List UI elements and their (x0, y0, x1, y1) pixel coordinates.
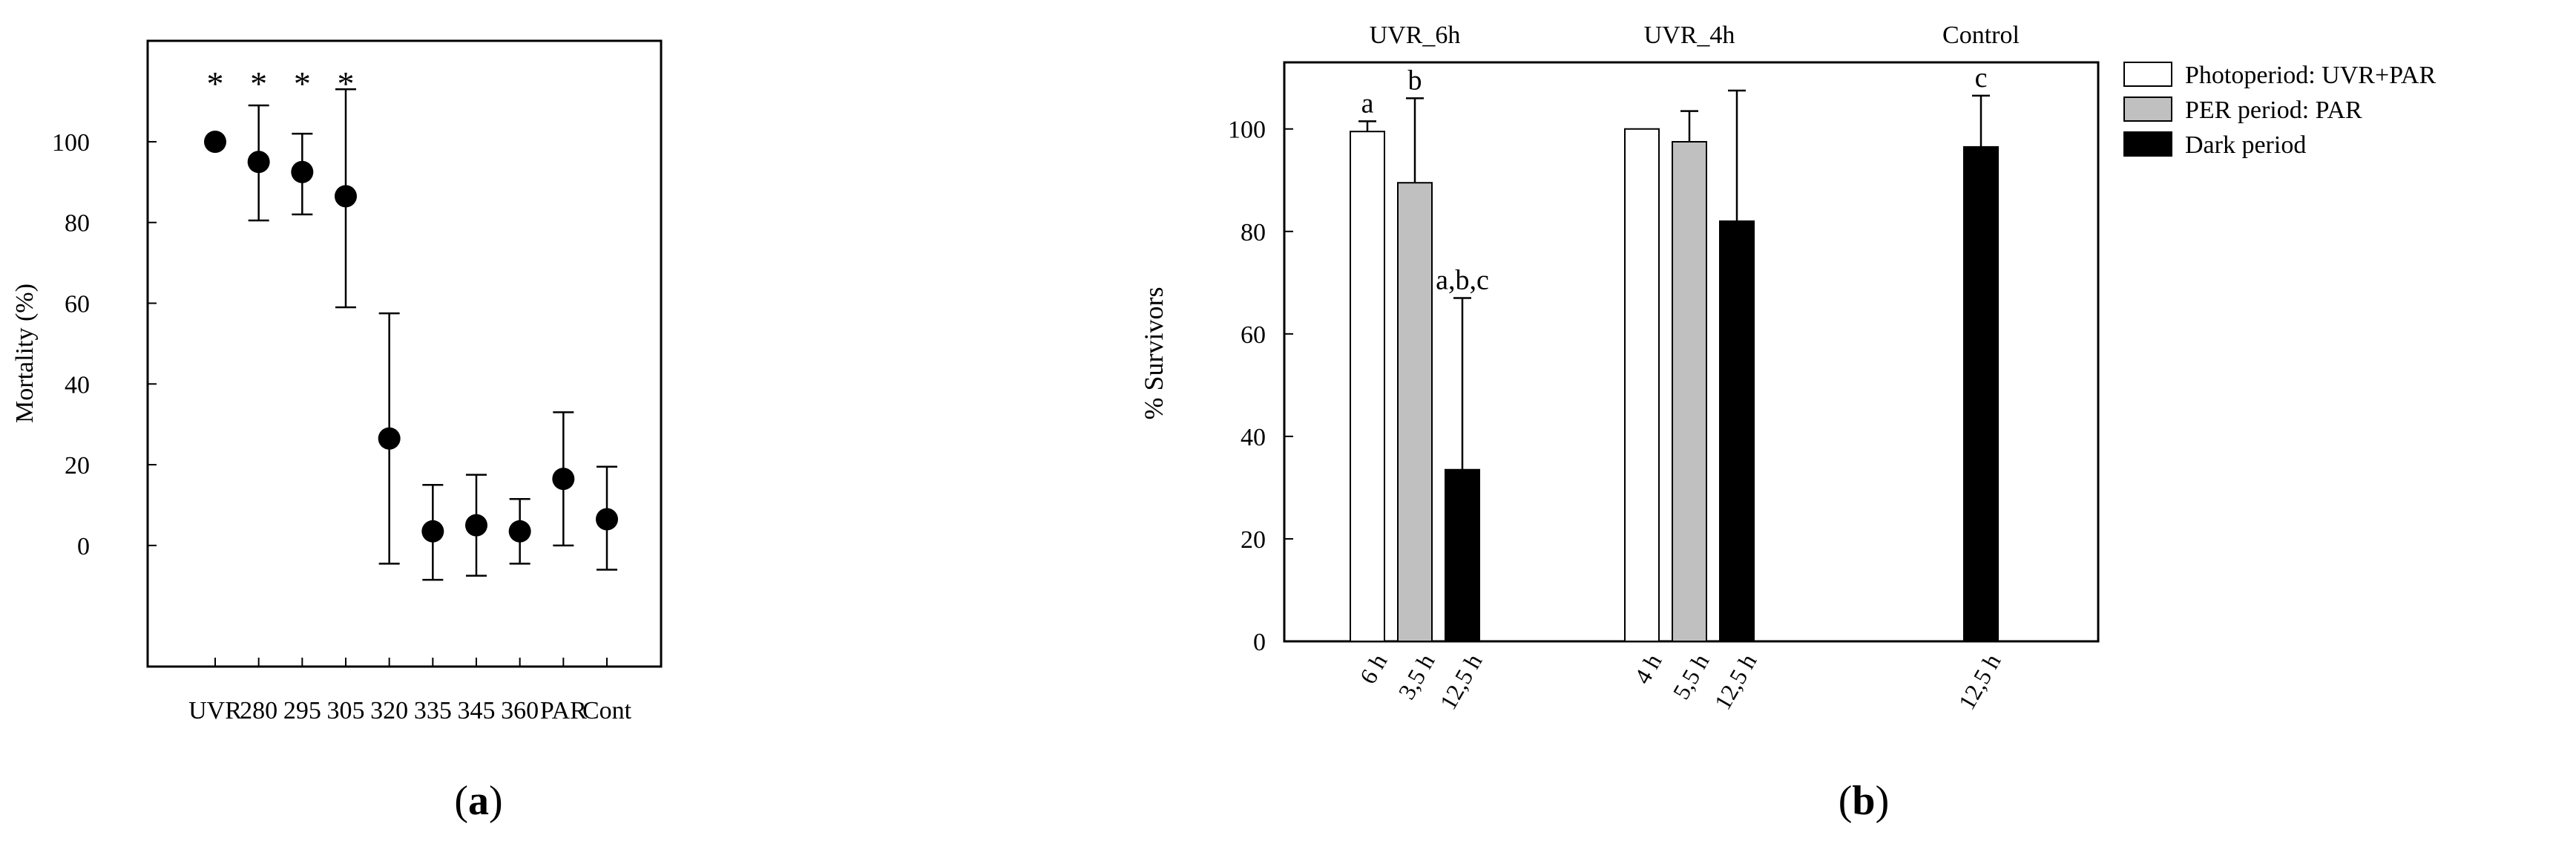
panel-a-data-point (465, 514, 487, 537)
panel-a-significance-marker: * (207, 65, 224, 102)
panel-b-y-tick-label: 0 (1253, 629, 1266, 656)
panel-b-bar-annotation: c (1975, 62, 1988, 94)
panel-b-y-tick-label: 60 (1241, 321, 1266, 349)
panel-b-y-tick-label: 40 (1241, 424, 1266, 451)
panel-a-significance-marker: * (294, 65, 311, 102)
panel-a-y-tick-label: 0 (77, 533, 90, 560)
panel-b-bar (1445, 468, 1480, 642)
panel-a-plot-frame (146, 39, 663, 668)
panel-a-x-tick-label: 295 (283, 697, 321, 724)
panel-a-x-tick-label: 345 (458, 697, 496, 724)
panel-b-bar-annotation: a (1361, 88, 1374, 119)
panel-a-data-point (291, 160, 314, 183)
panel-a-data-points: * * * * (204, 65, 618, 581)
panel-a-data-point (247, 151, 270, 174)
panel-b-bar (1397, 182, 1433, 642)
panel-b-legend: Photoperiod: UVR+PAR PER period: PAR Dark … (2123, 62, 2436, 159)
panel-a-x-tick-label: 360 (501, 697, 539, 724)
panel-b-legend-swatch (2123, 62, 2172, 87)
panel-b-x-tick-label: 12,5 h (1709, 649, 1761, 714)
panel-b-bar (1350, 131, 1385, 642)
panel-a-data-point (508, 520, 531, 543)
panel-a-data-point (378, 427, 401, 450)
panel-a-significance-marker: * (250, 65, 267, 102)
panel-a-x-tick-label: 335 (414, 697, 452, 724)
panel-a-x-tick-label: Cont (582, 697, 632, 724)
panel-a-y-ticks: 0 20 40 60 80 100 (52, 129, 157, 560)
panel-a-x-tick-label: PAR (540, 697, 587, 724)
panel-b-x-tick-label: 4 h (1629, 649, 1666, 689)
panel-b-group-title: Control (1942, 22, 2020, 49)
panel-b-group-titles: UVR_6h UVR_4h Control (1370, 22, 2020, 49)
panel-b-bar (1672, 140, 1707, 642)
panel-a-data-point (204, 130, 226, 153)
panel-a-y-tick-label: 80 (65, 210, 90, 238)
panel-b-x-tick-label: 5,5 h (1667, 649, 1714, 704)
panel-b-x-tick-label: 6 h (1354, 649, 1392, 689)
panel-b-y-tick-label: 100 (1228, 117, 1266, 144)
panel-a-data-point (421, 520, 444, 543)
panel-b-bar (1963, 145, 1999, 642)
panel-b-x-tick-label: 12,5 h (1434, 649, 1487, 714)
panel-a-y-axis-label: Mortality (%) (11, 284, 39, 423)
panel-b-legend-label: PER period: PAR (2185, 96, 2362, 124)
panel-b-y-ticks: 0 20 40 60 80 100 (1228, 117, 1293, 656)
panel-b-group-title: UVR_6h (1370, 22, 1461, 49)
panel-a-x-tick-label: 305 (327, 697, 365, 724)
panel-b-legend-label: Dark period (2185, 131, 2306, 159)
panel-b-bar (1624, 128, 1660, 643)
panel-a-caption: (a) (454, 778, 502, 824)
panel-b-bar-annotation: a,b,c (1436, 265, 1489, 296)
panel-a-x-tick-label: 280 (240, 697, 277, 724)
panel-a-y-tick-label: 60 (65, 291, 90, 318)
panel-a-y-tick-label: 100 (52, 129, 90, 157)
panel-a-significance-marker: * (338, 65, 355, 102)
panel-a-data-point (552, 468, 575, 491)
panel-b-x-tick-label: 12,5 h (1953, 649, 2005, 714)
panel-b-bar-annotation: b (1408, 65, 1422, 96)
panel-b-y-tick-label: 20 (1241, 526, 1266, 554)
panel-b-y-axis-label: % Survivors (1139, 287, 1169, 420)
panel-a-data-point (596, 508, 618, 531)
panel-b-x-tick-label: 3,5 h (1393, 649, 1439, 704)
panel-a-data-point (335, 185, 357, 208)
panel-a-y-tick-label: 40 (65, 371, 90, 399)
panel-b-group-title: UVR_4h (1644, 22, 1735, 49)
panel-a-x-tick-label: UVR (188, 697, 242, 724)
panel-b-y-tick-label: 80 (1241, 219, 1266, 246)
panel-b-legend-swatch (2123, 96, 2172, 122)
panel-a-x-tick-label: 320 (370, 697, 408, 724)
panel-b-legend-label: Photoperiod: UVR+PAR (2185, 62, 2436, 89)
panel-a-y-tick-label: 20 (65, 452, 90, 480)
panel-b-legend-swatch (2123, 131, 2172, 157)
panel-b-chart: % Survivors 0 20 40 60 80 100 UVR_6h UVR_4h Con… (1139, 22, 2436, 824)
panel-b-caption: (b) (1839, 778, 1889, 824)
